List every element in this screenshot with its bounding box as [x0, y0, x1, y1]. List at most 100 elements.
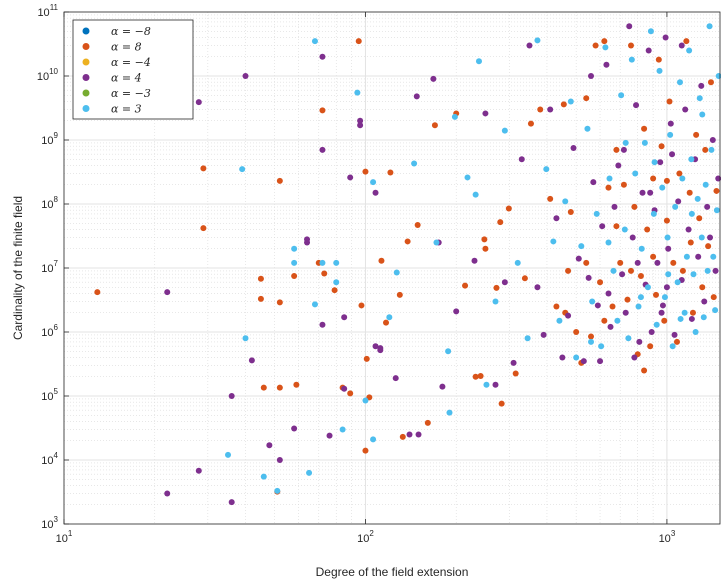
series-5-point [393, 269, 400, 276]
legend: α = −8 α = 8 α = −4 α = 4 α = −3 α = 3 [72, 19, 194, 120]
series-5-point [605, 239, 612, 246]
series-3-point [633, 102, 640, 109]
x-axis-label: Degree of the field extension [316, 565, 469, 579]
series-3-point [619, 271, 626, 278]
legend-marker [82, 58, 90, 66]
series-5-point [239, 166, 246, 173]
series-5-point [635, 303, 642, 310]
series-5-point [578, 243, 585, 250]
series-5-point [628, 56, 635, 63]
series-1-point [693, 131, 700, 138]
series-1-point [404, 238, 411, 245]
series-3-point [347, 174, 354, 181]
series-5-point [291, 259, 298, 266]
series-1-point [696, 215, 703, 222]
series-5-point [710, 253, 717, 260]
series-5-point [445, 348, 452, 355]
series-1-point [613, 146, 620, 153]
series-1-point [472, 373, 479, 380]
series-1-point [613, 223, 620, 230]
series-5-point [632, 170, 639, 177]
series-5-point [677, 315, 684, 322]
series-1-point [293, 381, 300, 388]
series-3-point [645, 47, 652, 54]
series-5-point [589, 298, 596, 305]
series-5-point [713, 207, 720, 214]
series-1-point [670, 259, 677, 266]
series-1-point [383, 319, 390, 326]
series-5-point [354, 89, 361, 96]
series-5-point [702, 181, 709, 188]
legend-label: α = 8 [111, 41, 142, 54]
y-tick-label: 103 [41, 515, 58, 531]
series-5-point [573, 354, 580, 361]
y-tick-label: 1011 [37, 3, 58, 19]
series-1-point [588, 333, 595, 340]
series-1-point [653, 291, 659, 298]
series-3-point [715, 175, 721, 182]
series-5-point [665, 271, 672, 278]
series-3-point [195, 99, 202, 106]
series-1-point [713, 187, 720, 194]
series-5-point [543, 166, 550, 173]
series-3-point [341, 314, 348, 321]
series-5-point [411, 160, 418, 167]
series-3-point [547, 106, 554, 113]
series-1-point [676, 170, 683, 177]
series-1-point [644, 226, 651, 233]
series-3-point [242, 73, 249, 79]
series-5-point [683, 253, 690, 260]
legend-marker [82, 105, 90, 112]
axes-frame [63, 11, 721, 525]
series-3-point [682, 106, 689, 113]
y-tick-label: 108 [41, 195, 58, 211]
series-5-point [593, 210, 600, 217]
series-5-point [524, 335, 531, 342]
series-3-point [540, 331, 547, 338]
legend-label: α = −8 [111, 25, 151, 38]
series-1-point [637, 273, 644, 279]
series-3-point [667, 120, 674, 127]
series-3-point [629, 234, 636, 241]
series-1-point [399, 433, 406, 440]
series-3-point [439, 383, 446, 390]
series-3-point [585, 274, 592, 281]
series-1-point [482, 245, 489, 252]
series-3-point [164, 289, 171, 296]
series-3-point [291, 425, 298, 432]
series-5-point [692, 329, 699, 335]
legend-box [72, 19, 194, 120]
series-1-point [686, 189, 693, 196]
series-1-point [387, 169, 394, 176]
series-5-point [339, 426, 346, 433]
series-1-point [355, 38, 362, 45]
series-3-point [704, 203, 711, 210]
series-1-point [641, 367, 648, 374]
x-tick-label: 101 [56, 529, 73, 545]
series-5-point [712, 307, 719, 314]
series-1-point [362, 447, 369, 454]
series-3-point [565, 312, 572, 319]
series-3-point [228, 393, 235, 399]
series-5-point [562, 198, 569, 205]
series-3-point [634, 259, 641, 266]
series-5-point [598, 343, 605, 350]
series-3-point [580, 358, 587, 365]
series-1-point [414, 221, 421, 228]
series-3-point [603, 61, 610, 68]
series-5-point [602, 44, 609, 51]
series-3-point [377, 345, 384, 352]
series-5-point [638, 245, 645, 252]
series-1-point [94, 289, 101, 296]
series-5-point [676, 79, 683, 86]
series-5-point [698, 234, 705, 241]
series-3-point [430, 75, 437, 82]
series-3-point [636, 338, 643, 345]
series-1-point [666, 98, 673, 105]
series-5-point [451, 113, 458, 120]
series-3-point [695, 253, 702, 260]
series-5-point [446, 409, 453, 416]
series-1-point [547, 195, 554, 202]
series-5-point [588, 338, 595, 345]
series-3-point [526, 42, 533, 49]
